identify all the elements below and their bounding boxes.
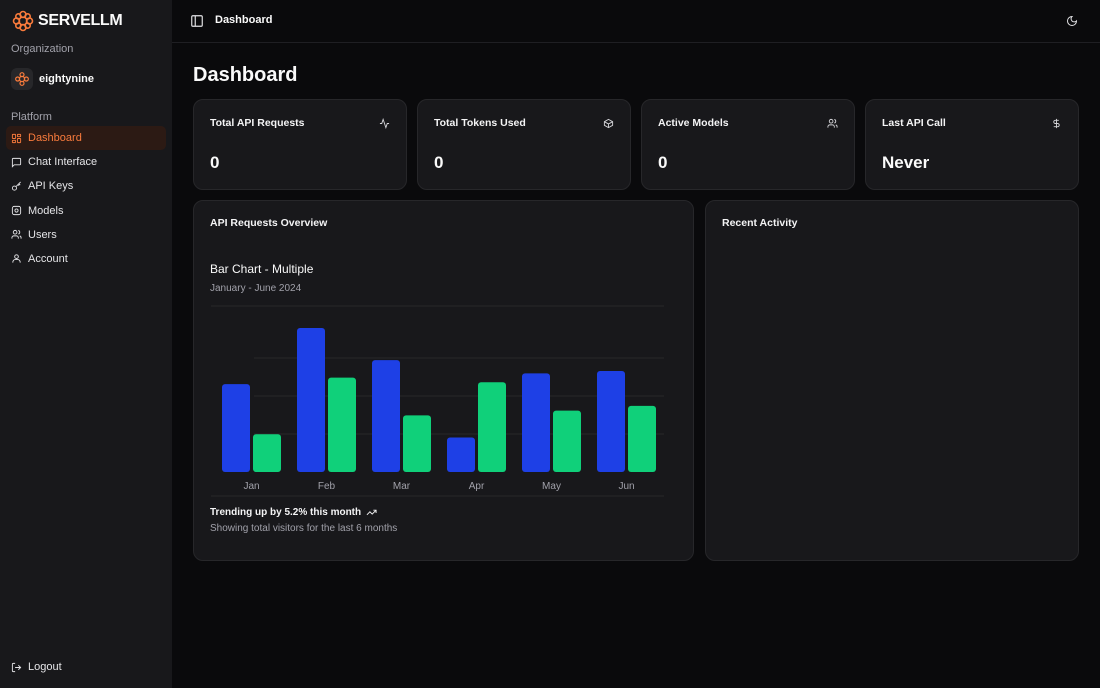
chat-icon (11, 157, 22, 168)
sidebar: SERVELLM Organization eightynine Platfor… (0, 0, 172, 688)
platform-section-label: Platform (11, 111, 52, 123)
stat-value: 0 (210, 153, 220, 172)
stat-card-total-tokens-used: Total Tokens Used 0 (417, 99, 631, 190)
bar-mar-series-1[interactable] (372, 360, 400, 472)
bar-may-series-2[interactable] (553, 410, 581, 472)
x-tick-label: Jun (618, 481, 634, 492)
org-name: eightynine (39, 73, 95, 85)
sidebar-item-label: API Keys (28, 180, 74, 193)
app-logo[interactable]: SERVELLM (11, 9, 123, 33)
box-icon (603, 118, 614, 129)
users-icon (11, 230, 22, 239)
sidebar-item-chat-interface[interactable]: Chat Interface (6, 150, 166, 174)
dollar-icon (1053, 118, 1060, 129)
key-icon (11, 181, 21, 191)
stat-title: Last API Call (882, 117, 946, 129)
chart-title: Bar Chart - Multiple (210, 262, 314, 276)
sidebar-item-models[interactable]: Models (6, 199, 166, 223)
sidebar-item-label: Models (28, 204, 64, 217)
org-logo-icon (15, 72, 29, 86)
dashboard-icon (11, 133, 22, 143)
trending-up-icon (366, 509, 377, 516)
bar-mar-series-2[interactable] (403, 415, 431, 472)
bar-feb-series-1[interactable] (297, 328, 325, 472)
stat-card-active-models: Active Models 0 (641, 99, 855, 190)
bar-jun-series-2[interactable] (628, 405, 656, 472)
x-tick-label: Mar (393, 481, 411, 492)
stat-card-total-api-requests: Total API Requests 0 (193, 99, 407, 190)
sidebar-item-label: Chat Interface (28, 156, 98, 169)
stat-value: 0 (658, 153, 668, 172)
org-avatar (11, 68, 33, 90)
bar-apr-series-1[interactable] (447, 437, 475, 472)
x-tick-label: Jan (243, 481, 259, 492)
recent-activity-card: Recent Activity (705, 200, 1079, 561)
page-title: Dashboard (193, 64, 298, 86)
logout-button[interactable]: Logout (11, 658, 62, 676)
x-tick-label: Feb (318, 481, 336, 492)
bar-jan-series-1[interactable] (222, 384, 250, 472)
bar-apr-series-2[interactable] (478, 382, 506, 472)
user-icon (12, 254, 21, 264)
org-section-label: Organization (11, 43, 74, 55)
activity-icon (379, 118, 390, 129)
x-tick-label: May (542, 481, 561, 492)
sidebar-item-label: Users (28, 228, 57, 241)
cube-settings-icon (11, 205, 22, 216)
stat-title: Active Models (658, 117, 729, 129)
bar-feb-series-2[interactable] (328, 377, 356, 472)
logout-label: Logout (28, 661, 62, 673)
sidebar-item-account[interactable]: Account (6, 247, 166, 271)
panel-title: API Requests Overview (210, 217, 328, 229)
sidebar-toggle-icon[interactable] (190, 14, 204, 28)
sidebar-item-dashboard[interactable]: Dashboard (6, 126, 166, 150)
trend-subtitle: Showing total visitors for the last 6 mo… (210, 523, 398, 534)
sidebar-item-label: Dashboard (28, 132, 82, 144)
stat-value: Never (882, 153, 930, 172)
stat-card-last-api-call: Last API Call Never (865, 99, 1079, 190)
panel-title: Recent Activity (722, 217, 798, 229)
bar-jun-series-1[interactable] (597, 370, 625, 472)
stat-title: Total Tokens Used (434, 117, 526, 129)
bar-jan-series-2[interactable] (253, 434, 281, 472)
sidebar-item-users[interactable]: Users (6, 223, 166, 247)
sidebar-item-label: Account (28, 252, 68, 265)
chart-subtitle: January - June 2024 (210, 283, 302, 294)
moon-icon[interactable] (1066, 15, 1078, 27)
trend-label: Trending up by 5.2% this month (210, 507, 362, 518)
users-icon (827, 118, 838, 128)
org-switcher[interactable]: eightynine (11, 67, 94, 91)
api-requests-overview-card: API Requests Overview Bar Chart - Multip… (193, 200, 694, 561)
logout-icon (11, 662, 22, 672)
stat-title: Total API Requests (210, 117, 305, 129)
sidebar-item-api-keys[interactable]: API Keys (6, 174, 166, 198)
trend-text: Trending up by 5.2% this month (210, 507, 377, 518)
x-tick-label: Apr (469, 481, 485, 492)
app-name: SERVELLM (38, 12, 123, 29)
bar-chart: Jan Feb Mar Apr May Jun (211, 305, 664, 497)
servellm-logo-icon (12, 10, 34, 32)
sidebar-nav: Dashboard Chat Interface API Keys Models… (6, 126, 166, 271)
bar-may-series-1[interactable] (522, 373, 550, 472)
breadcrumb[interactable]: Dashboard (215, 14, 273, 26)
top-header: Dashboard (172, 0, 1100, 43)
stat-value: 0 (434, 153, 444, 172)
